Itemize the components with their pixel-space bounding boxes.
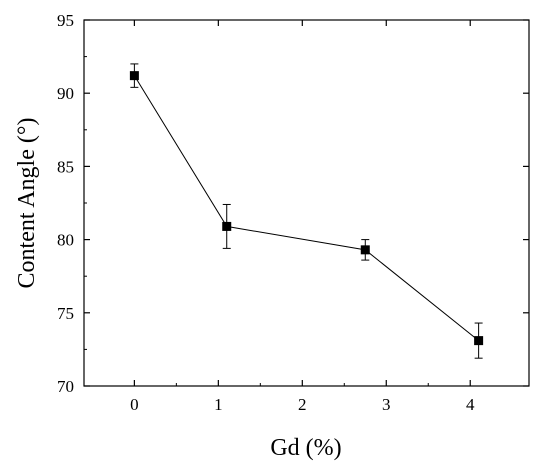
- y-axis-title: Content Angle (°): [14, 118, 40, 289]
- y-tick-label: 85: [57, 157, 74, 176]
- series-layer: [129, 63, 484, 359]
- data-point: [129, 71, 139, 81]
- y-tick-label: 80: [57, 231, 74, 250]
- y-tick-label: 95: [57, 11, 74, 30]
- x-tick-label: 3: [382, 395, 391, 414]
- data-point: [474, 336, 484, 346]
- plot-frame: [83, 19, 530, 387]
- x-tick-label: 0: [130, 395, 139, 414]
- x-tick-label: 2: [298, 395, 307, 414]
- y-tick-label: 90: [57, 84, 74, 103]
- series-line: [133, 75, 479, 342]
- y-tick-label: 70: [57, 377, 74, 396]
- data-point: [360, 245, 370, 255]
- x-axis-title: Gd (%): [270, 435, 341, 461]
- x-tick-label: 1: [214, 395, 223, 414]
- data-point: [222, 221, 232, 231]
- ticks-layer: 0 1 2 3 4 70 75 80 85 90 95: [57, 11, 529, 414]
- y-tick-label: 75: [57, 304, 74, 323]
- x-tick-label: 4: [466, 395, 475, 414]
